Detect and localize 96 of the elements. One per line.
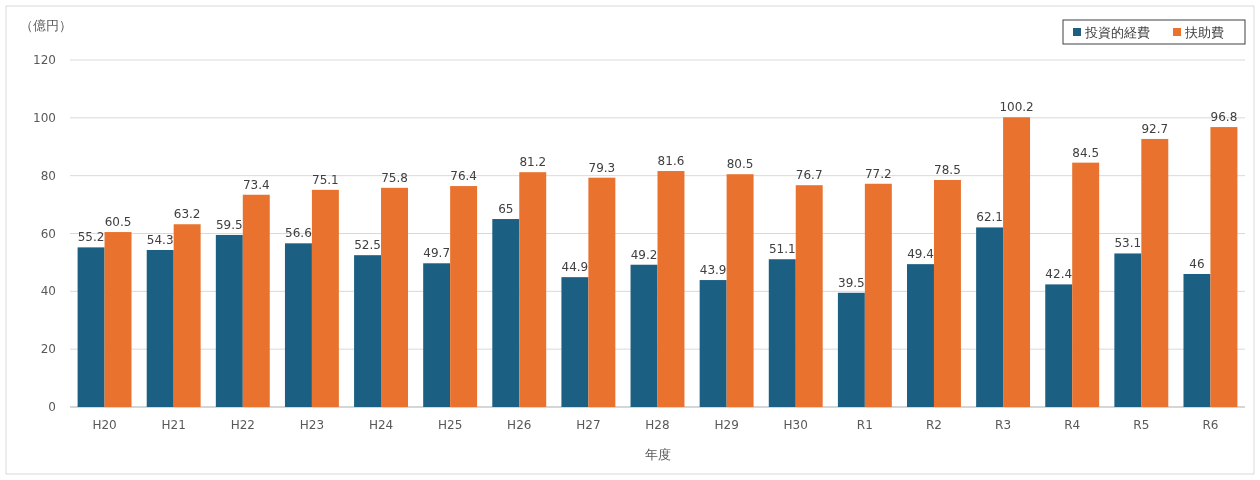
bar xyxy=(657,171,685,407)
bar xyxy=(1045,284,1073,407)
y-tick-label: 60 xyxy=(40,226,56,241)
bar xyxy=(795,185,823,407)
data-label: 73.4 xyxy=(242,177,270,192)
data-label: 42.4 xyxy=(1045,267,1073,282)
x-axis-title: 年度 xyxy=(644,447,671,462)
bar xyxy=(104,232,132,407)
x-tick-label: H25 xyxy=(438,418,463,432)
y-tick-label: 80 xyxy=(40,168,56,183)
data-label: 46 xyxy=(1189,256,1205,271)
x-tick-label: R5 xyxy=(1133,418,1150,432)
data-label: 51.1 xyxy=(768,242,796,257)
bar xyxy=(864,183,892,407)
data-label: 80.5 xyxy=(726,157,754,172)
x-tick-label: H29 xyxy=(714,418,739,432)
data-label: 79.3 xyxy=(588,160,616,175)
x-tick-label: H24 xyxy=(368,418,394,432)
bar xyxy=(215,234,243,407)
bar xyxy=(837,292,865,407)
data-label: 43.9 xyxy=(699,263,727,278)
bar xyxy=(699,280,727,407)
x-tick-label: R3 xyxy=(995,418,1012,432)
x-tick-label: R6 xyxy=(1202,418,1219,432)
bar xyxy=(492,219,520,407)
data-label: 60.5 xyxy=(104,215,132,230)
bar xyxy=(242,194,270,407)
bar xyxy=(423,263,451,407)
x-tick-label: H30 xyxy=(783,418,808,432)
y-tick-label: 40 xyxy=(40,284,56,299)
bar xyxy=(311,189,339,407)
bar xyxy=(173,224,201,407)
data-label: 76.4 xyxy=(450,169,477,184)
y-tick-label: 20 xyxy=(40,342,56,357)
data-label: 84.5 xyxy=(1072,145,1100,160)
data-label: 81.2 xyxy=(519,155,547,170)
x-tick-label: R4 xyxy=(1064,418,1081,432)
bar xyxy=(1114,253,1142,407)
data-label: 49.7 xyxy=(423,246,451,261)
bar xyxy=(588,177,616,407)
data-label: 52.5 xyxy=(354,238,381,253)
bar xyxy=(77,247,105,407)
data-label: 53.1 xyxy=(1114,236,1142,251)
data-label: 54.3 xyxy=(146,232,174,247)
data-label: 92.7 xyxy=(1141,121,1169,136)
x-tick-label: R1 xyxy=(856,418,873,432)
x-tick-label: H20 xyxy=(92,418,117,432)
bar xyxy=(726,174,754,407)
bar xyxy=(284,243,312,407)
x-tick-label: H23 xyxy=(299,418,325,432)
data-label: 75.8 xyxy=(381,170,408,185)
data-label: 100.2 xyxy=(999,100,1034,115)
x-tick-label: H28 xyxy=(645,418,670,432)
bar xyxy=(768,259,796,407)
data-label: 55.2 xyxy=(77,230,105,245)
data-label: 39.5 xyxy=(838,275,865,290)
bar xyxy=(450,186,478,407)
x-tick-label: H27 xyxy=(576,418,601,432)
data-label: 77.2 xyxy=(864,166,892,181)
data-label: 75.1 xyxy=(312,172,339,187)
bar xyxy=(630,264,658,407)
data-label: 62.1 xyxy=(976,210,1003,225)
data-label: 59.5 xyxy=(215,217,243,232)
x-tick-label: H21 xyxy=(161,418,186,432)
x-tick-label: H26 xyxy=(507,418,532,432)
bar xyxy=(933,180,961,407)
data-label: 49.2 xyxy=(630,247,658,262)
data-label: 56.6 xyxy=(285,226,312,241)
data-label: 78.5 xyxy=(934,163,961,177)
data-label: 44.9 xyxy=(561,260,589,275)
y-tick-label: 0 xyxy=(48,400,56,414)
bar xyxy=(519,172,547,407)
x-tick-label: H22 xyxy=(230,418,255,432)
x-tick-label: R2 xyxy=(925,418,942,432)
legend-label: 扶助費 xyxy=(1184,25,1224,40)
data-label: 63.2 xyxy=(173,207,201,222)
data-label: 76.7 xyxy=(795,168,823,183)
data-label: 81.6 xyxy=(657,154,685,169)
bar xyxy=(1183,273,1211,407)
y-tick-label: 100 xyxy=(33,110,56,125)
legend-label: 投資的経費 xyxy=(1084,25,1150,40)
bar xyxy=(976,227,1004,407)
data-label: 96.8 xyxy=(1210,110,1238,125)
data-label: 49.4 xyxy=(907,247,934,262)
bar xyxy=(561,277,589,407)
bar xyxy=(1072,162,1100,407)
bar xyxy=(354,255,382,407)
bar xyxy=(1210,127,1238,407)
y-tick-label: 120 xyxy=(33,53,56,67)
bar xyxy=(146,249,174,407)
bar xyxy=(1141,138,1169,407)
y-axis-title: （億円） xyxy=(20,18,72,33)
bar xyxy=(381,187,408,407)
bar xyxy=(1003,117,1031,407)
bar xyxy=(907,264,934,407)
data-label: 65 xyxy=(498,202,514,217)
